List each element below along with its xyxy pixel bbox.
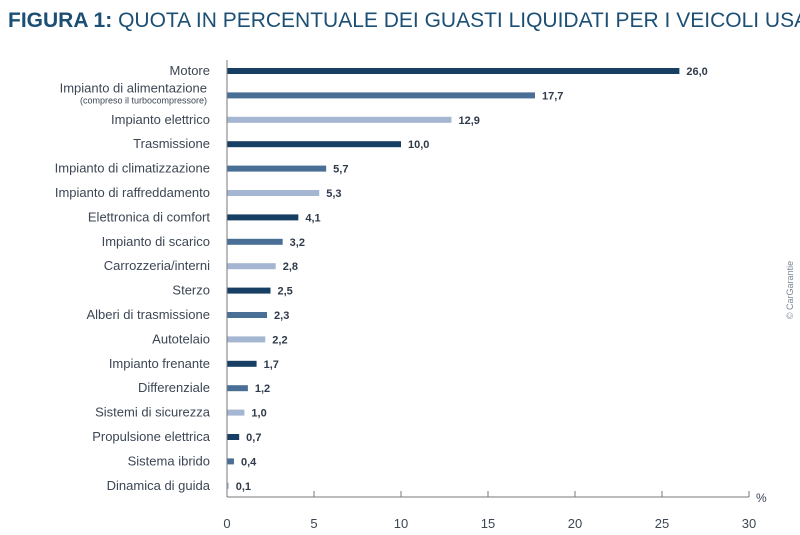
value-label: 2,3: [274, 310, 289, 322]
category-label: Impianto di scarico: [102, 234, 210, 249]
x-tick-label: 5: [310, 516, 317, 531]
category-label: Impianto di alimentazione: [60, 80, 207, 95]
category-label: Carrozzeria/interni: [104, 258, 210, 273]
value-label: 1,0: [251, 408, 266, 420]
value-label: 0,7: [246, 432, 261, 444]
bar: [227, 482, 229, 489]
category-label: Impianto frenante: [109, 356, 210, 371]
figure-title: QUOTA IN PERCENTUALE DEI GUASTI LIQUIDAT…: [118, 9, 800, 32]
value-label: 0,1: [236, 481, 251, 493]
category-label: Propulsione elettrica: [92, 429, 211, 444]
category-label: Impianto elettrico: [111, 112, 210, 127]
category-label: Autotelaio: [152, 331, 210, 346]
x-tick-label: 25: [655, 516, 669, 531]
bar: [227, 141, 401, 148]
x-tick-label: 20: [568, 516, 582, 531]
value-label: 2,2: [272, 334, 287, 346]
value-label: 1,2: [255, 383, 270, 395]
category-label: Impianto di raffreddamento: [55, 185, 210, 200]
bar: [227, 68, 680, 74]
x-tick-label: 10: [394, 516, 408, 531]
figure-label: FIGURA 1:: [8, 9, 113, 32]
category-label: Impianto di climatizzazione: [55, 161, 210, 176]
category-label: Sterzo: [172, 283, 210, 298]
value-label: 5,7: [333, 164, 348, 176]
category-label: Trasmissione: [133, 136, 210, 151]
category-label: Elettronica di comfort: [88, 209, 210, 224]
value-label: 17,7: [542, 90, 563, 102]
bar: [227, 409, 245, 416]
category-label: Motore: [170, 63, 210, 78]
bar: [227, 336, 266, 343]
category-label: Differenziale: [138, 380, 210, 395]
category-label: Sistema ibrido: [128, 453, 210, 468]
value-label: 12,9: [458, 115, 479, 127]
x-axis-unit: %: [756, 491, 767, 505]
bar: [227, 116, 452, 123]
bar: [227, 190, 320, 196]
value-label: 10,0: [408, 139, 429, 151]
bar: [227, 360, 257, 367]
category-label: Dinamica di guida: [107, 478, 211, 493]
value-label: 0,4: [241, 456, 257, 468]
bar: [227, 263, 276, 270]
credit-text: © CarGarantie: [785, 261, 795, 319]
x-tick-label: 30: [742, 516, 756, 531]
bar: [227, 434, 240, 440]
x-tick-label: 0: [223, 516, 230, 531]
value-label: 3,2: [290, 237, 305, 249]
value-label: 2,5: [278, 286, 293, 298]
category-note: (compreso il turbocompressore): [80, 95, 207, 105]
bar: [227, 238, 283, 245]
category-label: Alberi di trasmissione: [86, 307, 210, 322]
bar: [227, 165, 327, 172]
value-label: 26,0: [686, 66, 707, 78]
bar: [227, 458, 234, 465]
chart-title: FIGURA 1: QUOTA IN PERCENTUALE DEI GUAST…: [8, 8, 800, 34]
bar: [227, 287, 271, 294]
value-label: 5,3: [326, 188, 341, 200]
value-label: 1,7: [264, 359, 279, 371]
category-label: Sistemi di sicurezza: [95, 405, 211, 420]
x-tick-label: 15: [481, 516, 495, 531]
bar: [227, 214, 299, 221]
value-label: 4,1: [305, 212, 320, 224]
bar: [227, 385, 248, 392]
bar: [227, 92, 535, 99]
value-label: 2,8: [283, 261, 298, 273]
bar: [227, 312, 268, 318]
